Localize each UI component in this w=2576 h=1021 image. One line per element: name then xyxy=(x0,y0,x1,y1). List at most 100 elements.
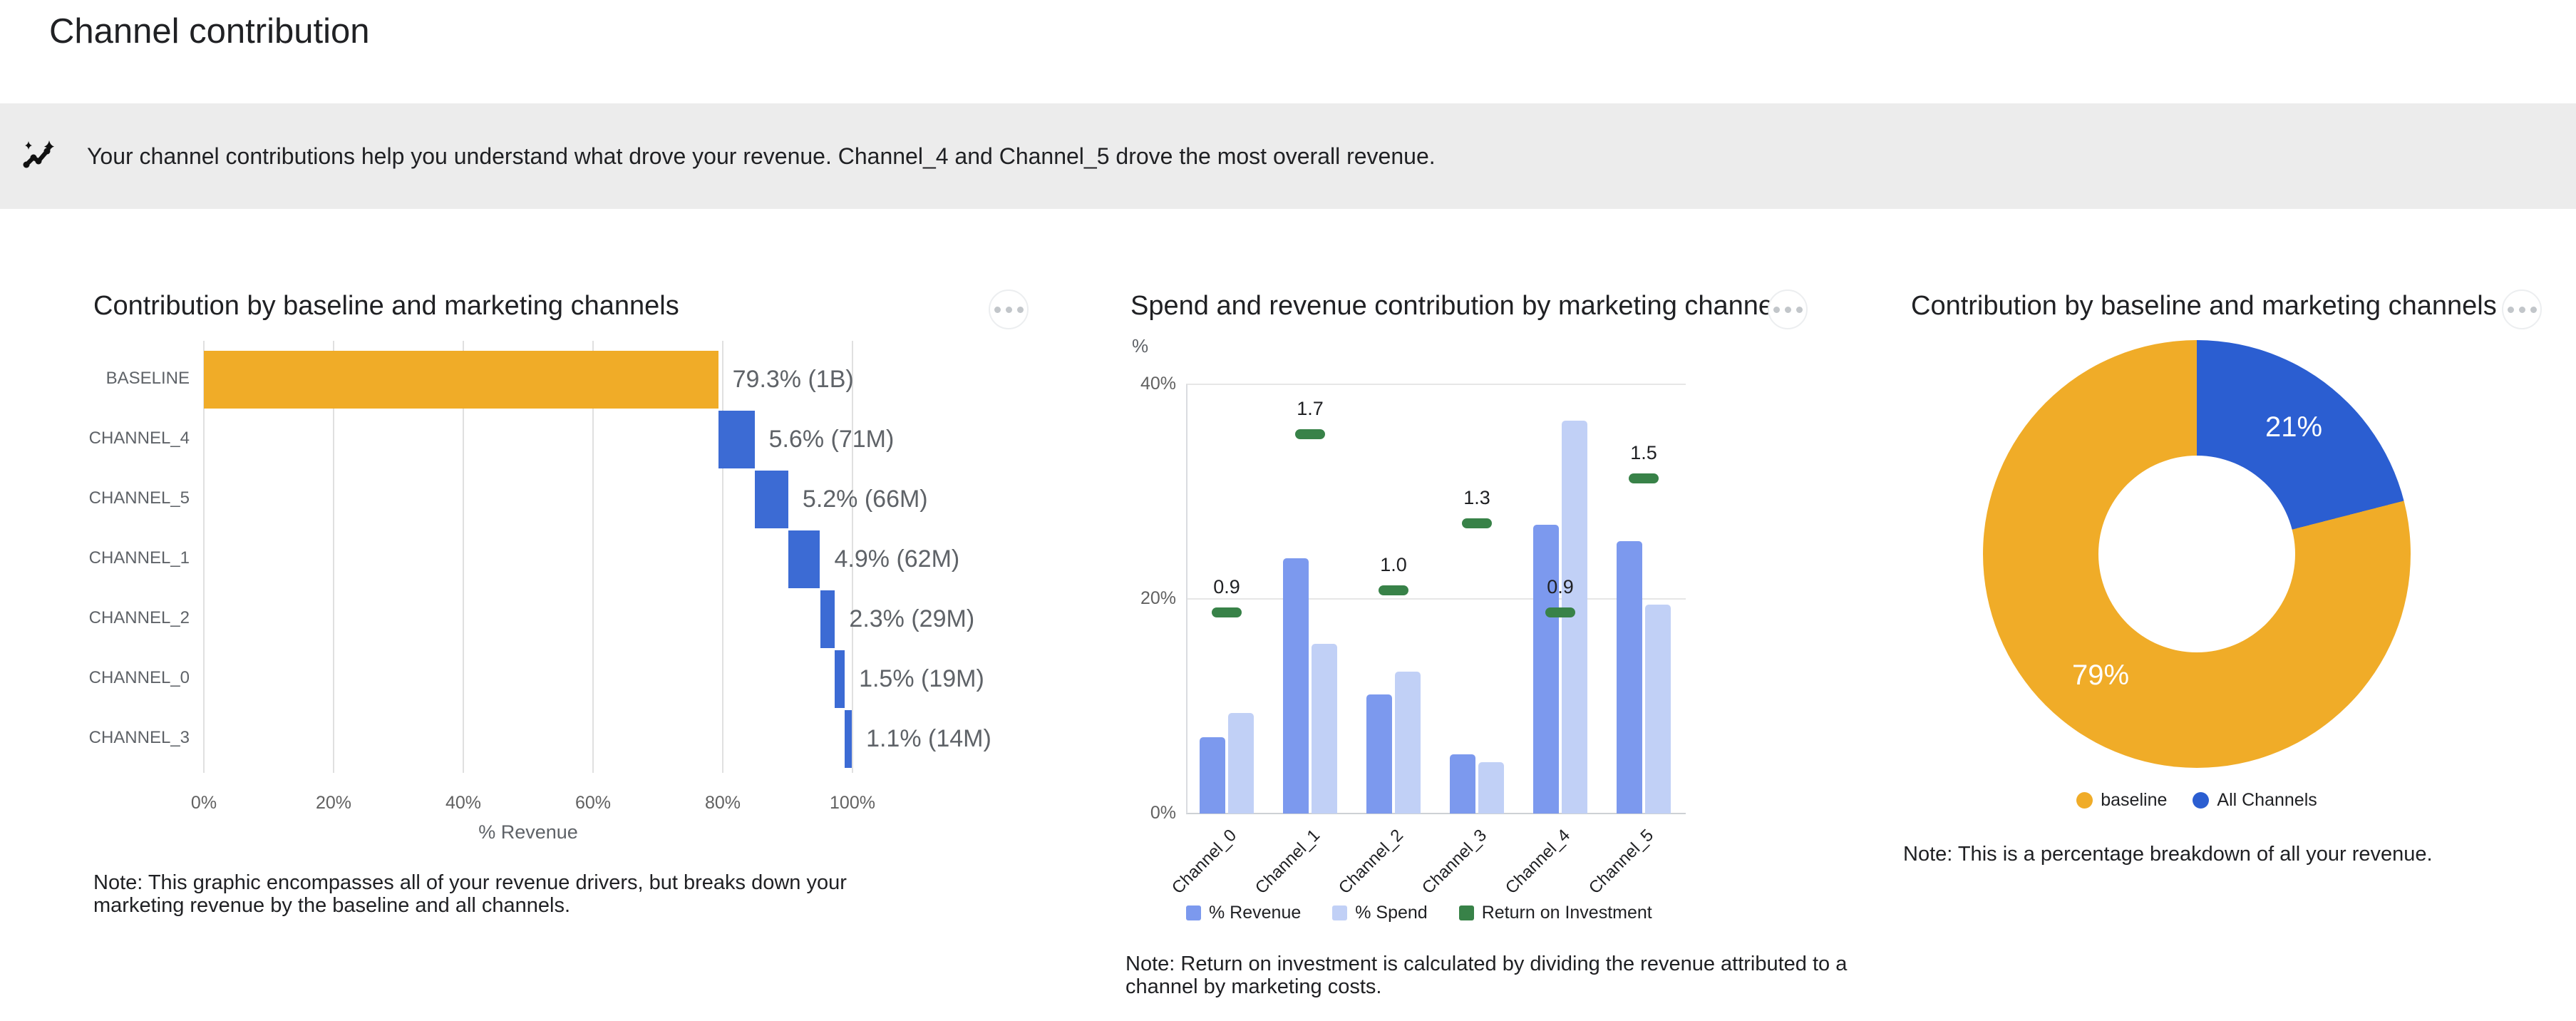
y-axis-tick-label: 20% xyxy=(1140,588,1176,608)
donut-slice-label-baseline: 79% xyxy=(2071,660,2130,691)
legend-item: % Revenue xyxy=(1186,903,1301,923)
waterfall-value-label: 5.2% (66M) xyxy=(802,486,928,513)
legend-dot-icon xyxy=(2076,792,2093,809)
legend-label: Return on Investment xyxy=(1481,903,1652,923)
legend-label: All Channels xyxy=(2217,790,2317,810)
spend-bar[interactable] xyxy=(1645,604,1671,814)
revenue-bar[interactable] xyxy=(1200,737,1225,814)
dot-icon xyxy=(1773,306,1780,313)
x-axis-tick-label: 60% xyxy=(575,793,612,813)
spend-bar[interactable] xyxy=(1312,644,1337,814)
grouped-bar-more-options-button[interactable] xyxy=(1768,289,1808,329)
grouped-bar-legend: % Revenue % Spend Return on Investment xyxy=(1186,903,1652,923)
waterfall-value-label: 5.6% (71M) xyxy=(768,426,895,453)
donut-chart[interactable] xyxy=(1983,340,2411,768)
grid-line xyxy=(333,341,334,773)
spend-bar[interactable] xyxy=(1478,761,1504,814)
dot-icon xyxy=(2507,306,2514,313)
grouped-bar-chart-title: Spend and revenue contribution by market… xyxy=(1130,291,1780,321)
grouped-bar-note-line1: Note: Return on investment is calculated… xyxy=(1125,953,1848,975)
spend-bar[interactable] xyxy=(1395,672,1421,814)
waterfall-category-label: CHANNEL_5 xyxy=(88,488,190,508)
waterfall-x-axis-title: % Revenue xyxy=(478,821,578,843)
waterfall-value-label: 1.5% (19M) xyxy=(859,665,984,692)
legend-item: Return on Investment xyxy=(1458,903,1652,923)
dot-icon xyxy=(1796,306,1803,313)
legend-swatch-icon xyxy=(1458,905,1474,920)
waterfall-value-label: 2.3% (29M) xyxy=(849,605,975,632)
y-axis-tick-label: 0% xyxy=(1150,803,1176,823)
roi-marker[interactable] xyxy=(1629,473,1659,484)
insights-icon xyxy=(23,140,54,168)
insight-banner-text: Your channel contributions help you unde… xyxy=(87,143,1436,169)
page-title: Channel contribution xyxy=(49,12,370,51)
grid-line xyxy=(463,341,464,773)
x-axis-line xyxy=(1186,813,1686,814)
legend-dot-icon xyxy=(2193,792,2210,809)
grid-line xyxy=(592,341,594,773)
waterfall-chart-title: Contribution by baseline and marketing c… xyxy=(93,291,679,321)
waterfall-bar[interactable] xyxy=(718,411,755,468)
waterfall-value-label: 1.1% (14M) xyxy=(866,725,991,752)
x-axis-tick-label: 40% xyxy=(445,793,482,813)
dot-icon xyxy=(1016,306,1024,313)
revenue-bar[interactable] xyxy=(1366,694,1392,814)
x-axis-tick-label: 0% xyxy=(190,793,217,813)
legend-item: All Channels xyxy=(2193,790,2317,811)
revenue-bar[interactable] xyxy=(1617,540,1642,814)
donut-legend: baseline All Channels xyxy=(1983,790,2411,811)
legend-label: % Spend xyxy=(1355,903,1428,923)
insight-banner: Your channel contributions help you unde… xyxy=(0,103,2576,209)
grouped-bar-y-axis-unit: % xyxy=(1132,335,1149,356)
dot-icon xyxy=(994,306,1001,313)
donut-chart-title: Contribution by baseline and marketing c… xyxy=(1911,291,2497,321)
roi-value-label: 0.9 xyxy=(1547,576,1574,598)
dot-icon xyxy=(2530,306,2537,313)
roi-value-label: 1.0 xyxy=(1380,553,1407,575)
legend-label: baseline xyxy=(2101,790,2168,810)
waterfall-bar[interactable] xyxy=(204,351,718,409)
waterfall-more-options-button[interactable] xyxy=(989,289,1029,329)
grid-line xyxy=(1186,598,1686,600)
revenue-bar[interactable] xyxy=(1283,558,1309,814)
roi-marker[interactable] xyxy=(1212,607,1242,618)
roi-value-label: 1.7 xyxy=(1297,397,1324,419)
roi-marker[interactable] xyxy=(1379,585,1408,595)
waterfall-category-label: BASELINE xyxy=(105,369,190,388)
donut-hole xyxy=(2098,456,2295,652)
legend-swatch-icon xyxy=(1186,905,1201,920)
donut-slice-label-all-channels: 21% xyxy=(2265,411,2323,443)
y-axis-line xyxy=(1186,384,1187,814)
waterfall-bar[interactable] xyxy=(845,710,852,768)
roi-value-label: 1.3 xyxy=(1463,487,1490,509)
donut-note: Note: This is a percentage breakdown of … xyxy=(1903,843,2433,866)
x-axis-tick-label: 80% xyxy=(704,793,741,813)
roi-marker[interactable] xyxy=(1462,518,1492,529)
roi-marker[interactable] xyxy=(1545,607,1575,618)
grid-line xyxy=(852,341,853,773)
y-axis-tick-label: 40% xyxy=(1140,374,1176,394)
waterfall-bar[interactable] xyxy=(788,530,820,588)
roi-value-label: 0.9 xyxy=(1213,576,1240,598)
waterfall-category-label: CHANNEL_3 xyxy=(88,728,190,747)
grid-line xyxy=(203,341,205,773)
donut-more-options-button[interactable] xyxy=(2502,289,2542,329)
waterfall-category-label: CHANNEL_4 xyxy=(88,429,190,448)
waterfall-note-line1: Note: This graphic encompasses all of yo… xyxy=(93,871,847,894)
roi-marker[interactable] xyxy=(1295,429,1325,439)
revenue-bar[interactable] xyxy=(1450,754,1475,814)
spend-bar[interactable] xyxy=(1228,712,1254,814)
waterfall-value-label: 4.9% (62M) xyxy=(834,545,960,573)
x-axis-tick-label: 100% xyxy=(830,793,875,813)
revenue-bar[interactable] xyxy=(1533,525,1559,814)
waterfall-note-line2: marketing revenue by the baseline and al… xyxy=(93,894,571,917)
waterfall-bar[interactable] xyxy=(820,590,835,648)
dot-icon xyxy=(1784,306,1791,313)
waterfall-category-label: CHANNEL_2 xyxy=(88,608,190,627)
waterfall-category-label: CHANNEL_1 xyxy=(88,548,190,568)
waterfall-bar[interactable] xyxy=(835,650,845,708)
legend-item: baseline xyxy=(2076,790,2167,811)
waterfall-value-label: 79.3% (1B) xyxy=(732,366,854,393)
waterfall-bar[interactable] xyxy=(754,471,788,528)
x-axis-tick-label: 20% xyxy=(315,793,352,813)
